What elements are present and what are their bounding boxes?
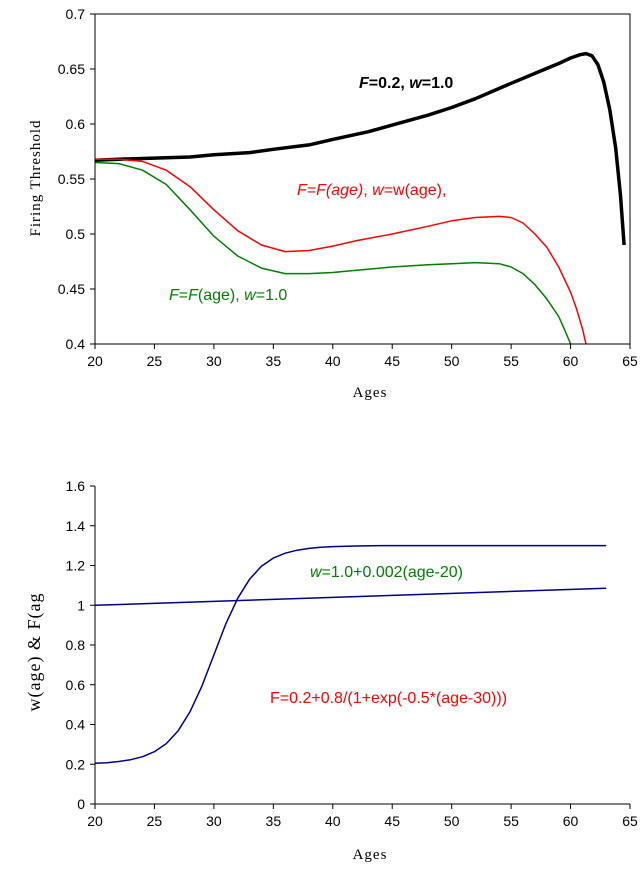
- y-tick-label: 0.7: [66, 6, 86, 22]
- x-tick-label: 25: [147, 353, 163, 369]
- x-tick-label: 40: [325, 813, 341, 829]
- series-line-1: [95, 158, 587, 345]
- x-tick-label: 30: [206, 353, 222, 369]
- x-axis-label: Ages: [353, 847, 388, 863]
- plot-frame: [95, 486, 630, 804]
- x-tick-label: 45: [384, 353, 400, 369]
- x-tick-label: 55: [503, 813, 519, 829]
- annotation-red-curve: F=F(age), w=w(age),: [297, 182, 446, 199]
- x-tick-label: 20: [87, 813, 103, 829]
- y-tick-label: 1.2: [66, 558, 86, 574]
- series-line-0: [94, 51, 626, 246]
- y-tick-label: 0: [77, 796, 85, 812]
- chart-w-and-f-of-age: 20 25 30 35 40 45 50 55 60 65 0 0.2 0.4 0.6 0.8 1 1.2 1.4…: [24, 478, 638, 863]
- y-axis-label: w(age) & F(ag: [24, 593, 45, 712]
- x-axis-label: Ages: [353, 385, 388, 401]
- y-tick-label: 1.4: [66, 518, 86, 534]
- x-tick-label: 65: [622, 813, 638, 829]
- y-tick-label: 0.4: [66, 717, 86, 733]
- x-tick-label: 45: [384, 813, 400, 829]
- x-tick-label: 50: [444, 813, 460, 829]
- series-line-2: [94, 161, 572, 345]
- y-tick-label: 0.6: [66, 116, 86, 132]
- x-tick-label: 40: [325, 353, 341, 369]
- y-tick-label: 0.2: [66, 756, 86, 772]
- x-tick-label: 60: [563, 353, 579, 369]
- y-tick-label: 0.8: [66, 637, 86, 653]
- x-tick-label: 25: [147, 813, 163, 829]
- x-tick-label: 65: [622, 353, 638, 369]
- annotation-green-curve: F=F(age), w=1.0: [169, 287, 287, 304]
- annotation-red-formula: F=0.2+0.8/(1+exp(-0.5*(age-30))): [270, 690, 507, 707]
- x-tick-label: 55: [503, 353, 519, 369]
- annotation-black-curve: F=0.2, w=1.0: [359, 75, 453, 92]
- chart-firing-threshold: 20 25 30 35 40 45 50 55 60 65 0.4 0.45 0.5 0.55 0.6 0.6…: [28, 6, 638, 401]
- x-tick-label: 20: [87, 353, 103, 369]
- y-tick-label: 0.55: [58, 171, 85, 187]
- series-line-0: [94, 587, 607, 607]
- x-tick-label: 30: [206, 813, 222, 829]
- y-tick-label: 0.45: [58, 281, 85, 297]
- y-tick-label: 0.5: [66, 226, 86, 242]
- y-tick-label: 0.4: [66, 336, 86, 352]
- x-tick-label: 50: [444, 353, 460, 369]
- series-line-1: [94, 544, 607, 765]
- y-tick-label: 1.6: [66, 478, 86, 494]
- y-axis-label: Firing Threshold: [28, 120, 44, 237]
- x-tick-label: 60: [563, 813, 579, 829]
- y-tick-label: 1: [77, 597, 85, 613]
- x-tick-label: 35: [266, 813, 282, 829]
- x-tick-label: 35: [266, 353, 282, 369]
- annotation-green-formula: w=1.0+0.002(age-20): [310, 564, 463, 581]
- y-tick-label: 0.65: [58, 61, 85, 77]
- y-tick-label: 0.6: [66, 677, 86, 693]
